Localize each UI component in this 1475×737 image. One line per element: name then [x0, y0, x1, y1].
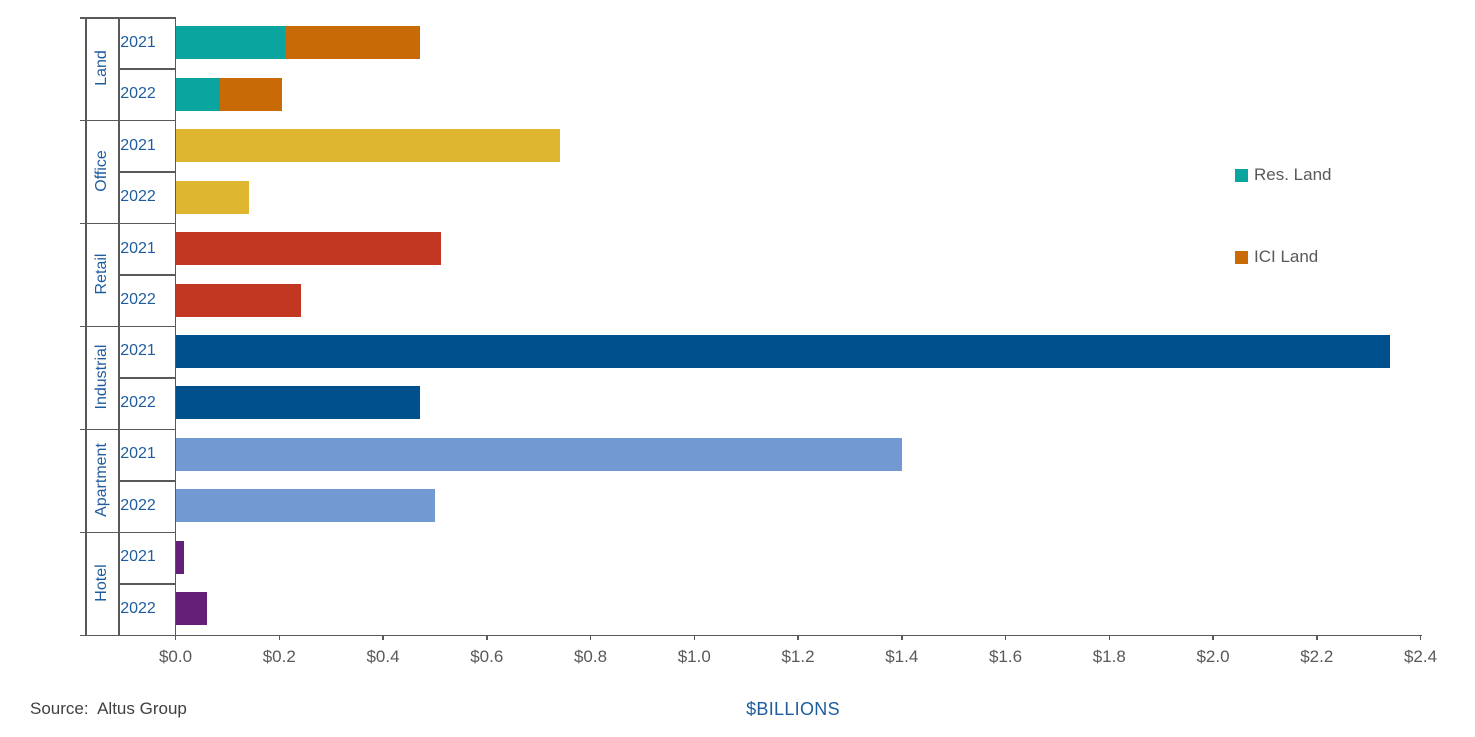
- category-divider-line: [80, 222, 176, 225]
- x-axis-tick: [1108, 634, 1110, 640]
- x-axis-tick-label-2-0: $2.0: [1196, 647, 1230, 666]
- category-label-hotel: Hotel: [92, 564, 110, 602]
- x-axis-tick-label-2-4: $2.4: [1403, 647, 1438, 666]
- bar-land-2021-res-land: [176, 26, 285, 60]
- x-axis-tick: [1316, 634, 1318, 640]
- x-axis-tick-label-1-2: $1.2: [781, 647, 815, 666]
- bar-land-2021-ici-land: [284, 26, 420, 60]
- x-axis-tick-label-1-6: $1.6: [988, 647, 1023, 666]
- bar-hotel-2021-hotel: [176, 540, 184, 574]
- legend-item-ici-land: ICI Land: [1235, 247, 1318, 267]
- x-axis-tick: [382, 634, 384, 640]
- legend-swatch-ici-land: [1235, 250, 1248, 264]
- source-note: Source: Altus Group: [30, 699, 187, 718]
- year-divider-line: [118, 480, 176, 482]
- bar-hotel-2022-hotel: [176, 592, 208, 626]
- year-label-hotel-2022: 2022: [120, 599, 156, 617]
- bar-land-2022-ici-land: [220, 77, 283, 111]
- year-label-retail-2022: 2022: [120, 291, 156, 308]
- year-label-land-2022: 2022: [120, 85, 156, 103]
- x-axis-tick: [1212, 634, 1214, 640]
- x-axis-tick: [486, 634, 488, 640]
- x-axis-tick-label-1-8: $1.8: [1092, 647, 1126, 666]
- year-divider-line: [118, 377, 176, 379]
- category-divider-line: [80, 531, 176, 534]
- x-axis-tick-label-2-2: $2.2: [1300, 647, 1334, 666]
- year-label-retail-2021: 2021: [120, 239, 156, 257]
- legend-label-ici-land: ICI Land: [1254, 247, 1319, 266]
- x-axis-tick-label-0-2: $0.2: [262, 647, 296, 666]
- x-axis-tick-label-1-4: $1.4: [885, 647, 919, 666]
- legend-item-res-land: Res. Land: [1235, 165, 1332, 185]
- x-axis-title: $BILLIONS: [746, 699, 840, 719]
- year-label-hotel-2021: 2021: [120, 548, 156, 566]
- year-label-office-2021: 2021: [120, 136, 156, 154]
- year-label-industrial-2022: 2022: [120, 393, 156, 411]
- x-axis-tick: [1004, 634, 1007, 640]
- category-divider-line: [80, 119, 176, 122]
- bar-industrial-2022-industrial: [176, 386, 420, 420]
- x-axis-tick-label-0-0: $0.0: [158, 647, 193, 666]
- bar-land-2022-res-land: [176, 77, 221, 111]
- bar-office-2021-office: [176, 129, 560, 163]
- category-divider-line: [80, 428, 176, 431]
- x-axis-tick: [693, 634, 695, 640]
- x-axis-tick: [797, 634, 799, 640]
- category-axis-top-line: [80, 17, 176, 19]
- year-label-office-2022: 2022: [120, 188, 156, 206]
- year-divider-line: [118, 274, 176, 276]
- year-label-industrial-2021: 2021: [120, 342, 156, 360]
- year-divider-line: [118, 583, 176, 585]
- legend-label-res-land: Res. Land: [1254, 165, 1332, 184]
- x-axis-tick: [174, 634, 177, 640]
- x-axis-line: [80, 634, 1422, 636]
- bar-retail-2021-retail: [176, 232, 441, 266]
- x-axis-tick: [278, 634, 280, 640]
- x-axis-tick-label-1-0: $1.0: [677, 647, 711, 666]
- year-label-apartment-2022: 2022: [120, 496, 156, 514]
- year-divider-line: [118, 68, 176, 70]
- bar-retail-2022-retail: [176, 283, 301, 317]
- bar-apartment-2022-apartment: [176, 489, 436, 523]
- x-axis-tick-label-0-8: $0.8: [573, 647, 608, 666]
- bar-apartment-2021-apartment: [176, 437, 903, 471]
- x-axis-tick: [901, 634, 903, 640]
- x-axis-tick: [589, 634, 592, 640]
- category-divider-line: [80, 325, 176, 328]
- year-label-land-2021: 2021: [120, 33, 156, 51]
- year-divider-line: [118, 171, 176, 173]
- x-axis-tick-label-0-6: $0.6: [470, 647, 504, 666]
- x-axis-tick-label-0-4: $0.4: [366, 647, 400, 666]
- bar-industrial-2021-industrial: [176, 334, 1390, 368]
- bar-office-2022-office: [176, 180, 249, 214]
- x-axis-tick: [1419, 634, 1422, 640]
- year-label-apartment-2021: 2021: [120, 445, 156, 463]
- legend-swatch-res-land: [1235, 168, 1248, 182]
